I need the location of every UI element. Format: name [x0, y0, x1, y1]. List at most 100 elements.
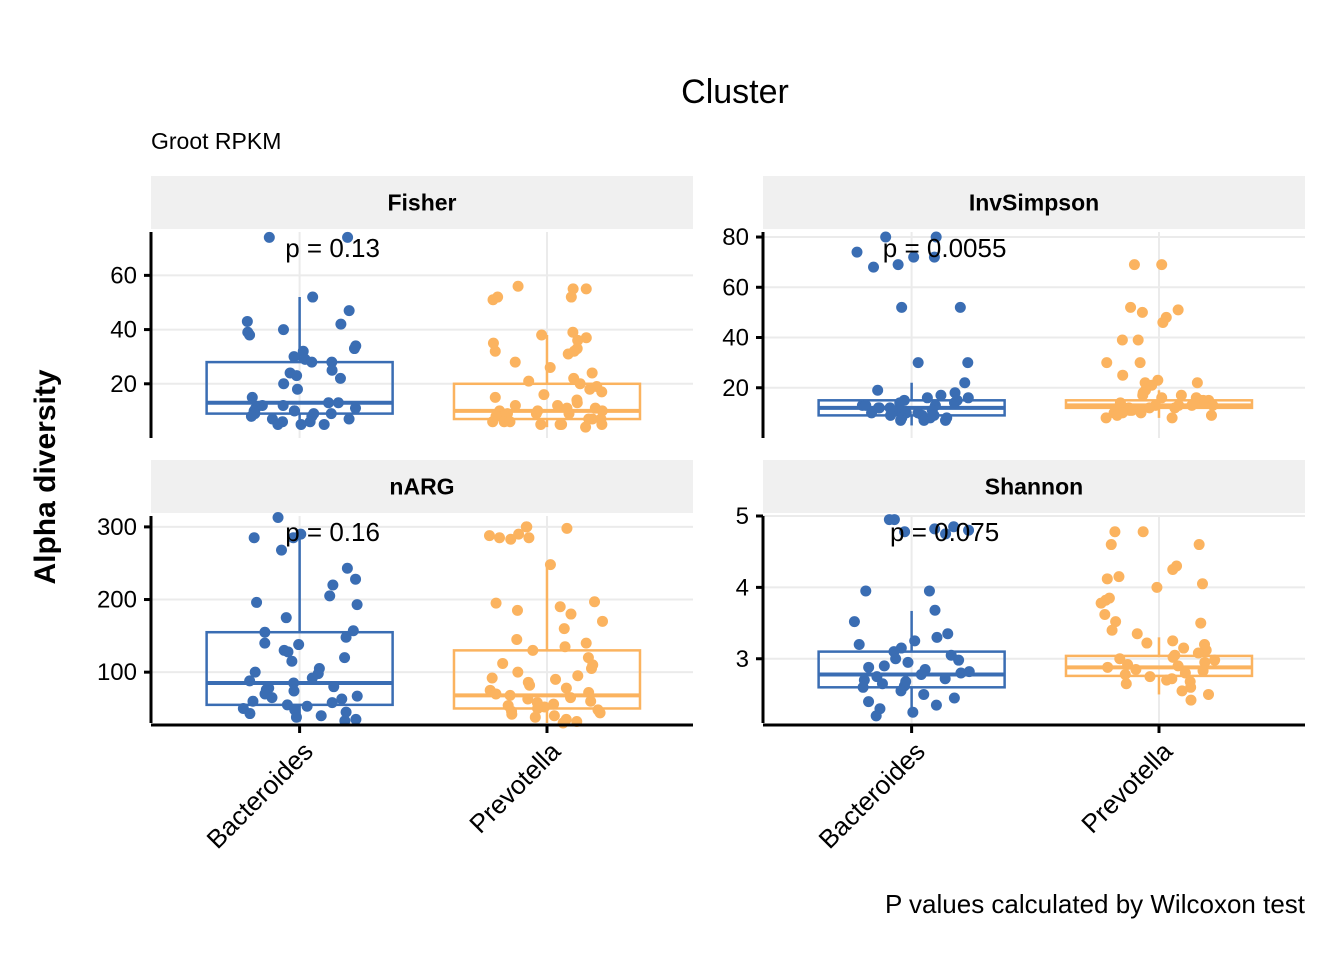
data-point — [931, 631, 943, 643]
data-point — [335, 318, 347, 330]
data-point — [343, 305, 355, 317]
data-point — [1156, 392, 1168, 404]
data-point — [1202, 688, 1214, 700]
data-point — [552, 399, 564, 411]
data-point — [487, 416, 499, 428]
data-point — [1106, 624, 1118, 636]
data-point — [340, 631, 352, 643]
panel-fisher: Fisher p = 0.13 20 40 60 — [110, 176, 693, 438]
data-point — [963, 524, 975, 536]
data-point — [1175, 389, 1187, 401]
data-point — [490, 688, 502, 700]
data-point — [536, 329, 548, 341]
data-point — [586, 367, 598, 379]
data-point — [574, 378, 586, 390]
x-tick-label: Bacteroides — [813, 736, 931, 854]
plot-caption: P values calculated by Wilcoxon test — [885, 889, 1306, 919]
data-point — [504, 689, 516, 701]
data-point — [266, 692, 278, 704]
data-point — [497, 657, 509, 669]
points-bacteroides — [848, 514, 975, 722]
data-point — [347, 625, 359, 637]
data-point — [948, 521, 960, 533]
data-point — [244, 329, 256, 341]
data-point — [863, 696, 875, 708]
data-point — [523, 532, 535, 544]
data-point — [1196, 578, 1208, 590]
data-point — [851, 246, 863, 258]
data-point — [275, 544, 287, 556]
y-tick-label: 20 — [722, 375, 749, 402]
data-point — [259, 637, 271, 649]
p-value-label: p = 0.0055 — [883, 233, 1007, 263]
data-point — [907, 706, 919, 718]
data-point — [326, 697, 338, 709]
panel-narg: nARG p = 0.16 100 200 300 Bacteroides Prevotel… — [97, 460, 693, 854]
data-point — [307, 291, 319, 303]
data-point — [288, 685, 300, 697]
data-point — [596, 615, 608, 627]
data-point — [860, 399, 872, 411]
data-point — [902, 656, 914, 668]
data-point — [538, 389, 550, 401]
data-point — [272, 418, 284, 430]
data-point — [535, 418, 547, 430]
data-point — [326, 364, 338, 376]
data-point — [954, 301, 966, 313]
data-point — [249, 666, 261, 678]
data-point — [351, 690, 363, 702]
facet-strip-label: InvSimpson — [969, 190, 1099, 216]
data-point — [334, 372, 346, 384]
box-prevotella — [452, 566, 642, 723]
box-iqr — [817, 650, 1006, 689]
data-point — [883, 514, 895, 526]
data-point — [565, 608, 577, 620]
data-point — [529, 711, 541, 723]
data-point — [512, 666, 524, 678]
box-bacteroides — [817, 382, 1006, 426]
data-point — [509, 356, 521, 368]
data-point — [350, 573, 362, 585]
data-point — [890, 653, 902, 665]
data-point — [1122, 658, 1134, 670]
data-point — [263, 231, 275, 243]
data-point — [909, 635, 921, 647]
data-point — [942, 628, 954, 640]
points-bacteroides — [237, 511, 363, 727]
data-point — [1167, 564, 1179, 576]
data-point — [1134, 357, 1146, 369]
data-point — [245, 410, 257, 422]
data-point — [282, 646, 294, 658]
data-point — [323, 397, 335, 409]
data-point — [948, 692, 960, 704]
data-point — [930, 699, 942, 711]
data-point — [306, 672, 318, 684]
data-point — [935, 389, 947, 401]
data-point — [561, 522, 573, 534]
data-point — [306, 356, 318, 368]
x-tick-label: Prevotella — [1075, 736, 1178, 839]
data-point — [1130, 663, 1142, 675]
y-tick-label: 40 — [722, 325, 749, 352]
data-point — [584, 383, 596, 395]
data-point — [277, 399, 289, 411]
data-point — [930, 231, 942, 243]
data-point — [596, 418, 608, 430]
data-point — [868, 261, 880, 273]
data-point — [558, 623, 570, 635]
data-point — [929, 604, 941, 616]
data-point — [550, 673, 562, 685]
y-tick-label: 100 — [97, 659, 137, 686]
data-point — [301, 700, 313, 712]
data-point — [1119, 668, 1131, 680]
data-point — [544, 362, 556, 374]
data-point — [1102, 661, 1114, 673]
points-prevotella — [1095, 526, 1221, 706]
data-point — [1110, 616, 1122, 628]
data-point — [1109, 526, 1121, 538]
data-point — [1111, 409, 1123, 421]
data-point — [572, 334, 584, 346]
y-tick-label: 300 — [97, 514, 137, 541]
y-tick-label: 20 — [110, 371, 137, 398]
data-point — [511, 633, 523, 645]
